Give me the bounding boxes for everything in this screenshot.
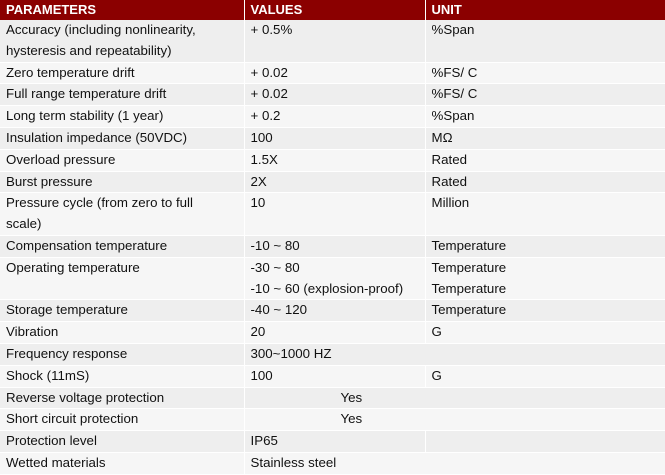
param-cell: Burst pressure <box>0 171 245 194</box>
table-row: Operating temperature -30 ~ 80 -10 ~ 60 … <box>0 257 665 301</box>
param-cell: Compensation temperature <box>0 235 245 258</box>
param-cell: Accuracy (including nonlinearity, hyster… <box>0 20 245 63</box>
value-cell: IP65 <box>244 430 426 453</box>
unit-cell: Rated <box>425 149 665 172</box>
unit-cell: G <box>425 321 665 344</box>
table-row: Insulation impedance (50VDC) 100 MΩ <box>0 127 665 150</box>
value-cell: 100 <box>244 365 426 388</box>
value-cell: Stainless steel <box>244 452 665 475</box>
param-line: Pressure cycle (from zero to full <box>6 195 193 211</box>
unit-line: Temperature <box>431 280 507 296</box>
table-row: Long term stability (1 year) + 0.2 %Span <box>0 105 665 128</box>
header-row: PARAMETERS VALUES UNIT <box>0 0 665 20</box>
value-line: -30 ~ 80 <box>250 259 300 275</box>
table-row: Pressure cycle (from zero to full scale)… <box>0 192 665 236</box>
value-cell: 100 <box>244 127 426 150</box>
table-row: Frequency response 300~1000 HZ <box>0 343 665 366</box>
value-cell: 20 <box>244 321 426 344</box>
param-cell: Wetted materials <box>0 452 245 475</box>
unit-cell: Temperature Temperature <box>425 257 665 301</box>
table-row: Storage temperature -40 ~ 120 Temperatur… <box>0 299 665 323</box>
param-line: hysteresis and repeatability) <box>6 42 172 58</box>
table-row: Overload pressure 1.5X Rated <box>0 149 665 172</box>
value-cell: Yes <box>244 387 665 410</box>
header-parameters: PARAMETERS <box>0 0 245 20</box>
param-cell: Short circuit protection <box>0 408 245 432</box>
param-line: scale) <box>6 216 42 232</box>
value-line: -10 ~ 60 (explosion-proof) <box>250 280 404 296</box>
param-cell: Storage temperature <box>0 299 245 323</box>
value-cell: -30 ~ 80 -10 ~ 60 (explosion-proof) <box>244 257 426 301</box>
value-cell: -40 ~ 120 <box>244 299 426 323</box>
param-cell: Shock (11mS) <box>0 365 245 388</box>
unit-cell: %Span <box>425 105 665 128</box>
param-cell: Operating temperature <box>0 257 245 301</box>
param-cell: Protection level <box>0 430 245 453</box>
param-cell: Pressure cycle (from zero to full scale) <box>0 192 245 236</box>
unit-cell <box>425 430 665 453</box>
unit-cell: Million <box>425 192 665 236</box>
value-cell: 2X <box>244 171 426 194</box>
table-row: Zero temperature drift + 0.02 %FS/ C <box>0 62 665 85</box>
unit-cell: MΩ <box>425 127 665 150</box>
unit-cell: %FS/ C <box>425 83 665 107</box>
value-cell: 10 <box>244 192 426 236</box>
table-row: Compensation temperature -10 ~ 80 Temper… <box>0 235 665 258</box>
value-cell: + 0.2 <box>244 105 426 128</box>
unit-line: Temperature <box>431 259 507 275</box>
value-cell: + 0.5% <box>244 20 426 63</box>
header-unit: UNIT <box>425 0 665 20</box>
unit-cell: G <box>425 365 665 388</box>
table-row: Reverse voltage protection Yes <box>0 387 665 410</box>
param-cell: Full range temperature drift <box>0 83 245 107</box>
param-cell: Reverse voltage protection <box>0 387 245 410</box>
table-row: Protection level IP65 <box>0 430 665 453</box>
table-row: Wetted materials Stainless steel <box>0 452 665 475</box>
table-row: Accuracy (including nonlinearity, hyster… <box>0 20 665 63</box>
value-cell: 300~1000 HZ <box>244 343 665 366</box>
param-cell: Zero temperature drift <box>0 62 245 85</box>
value-cell: -10 ~ 80 <box>244 235 426 258</box>
param-cell: Frequency response <box>0 343 245 366</box>
table-row: Vibration 20 G <box>0 321 665 344</box>
value-cell: + 0.02 <box>244 62 426 85</box>
param-cell: Vibration <box>0 321 245 344</box>
value-cell: 1.5X <box>244 149 426 172</box>
unit-cell: Rated <box>425 171 665 194</box>
unit-cell: %Span <box>425 20 665 63</box>
table-row: Short circuit protection Yes <box>0 408 665 432</box>
table-row: Shock (11mS) 100 G <box>0 365 665 388</box>
table-row: Full range temperature drift + 0.02 %FS/… <box>0 83 665 107</box>
param-line: Accuracy (including nonlinearity, <box>6 22 196 37</box>
value-cell: Yes <box>244 408 665 432</box>
unit-cell: Temperature <box>425 235 665 258</box>
unit-cell: %FS/ C <box>425 62 665 85</box>
unit-cell: Temperature <box>425 299 665 323</box>
param-cell: Overload pressure <box>0 149 245 172</box>
table-row: Burst pressure 2X Rated <box>0 171 665 194</box>
param-cell: Long term stability (1 year) <box>0 105 245 128</box>
header-values: VALUES <box>244 0 426 20</box>
param-cell: Insulation impedance (50VDC) <box>0 127 245 150</box>
value-cell: + 0.02 <box>244 83 426 107</box>
